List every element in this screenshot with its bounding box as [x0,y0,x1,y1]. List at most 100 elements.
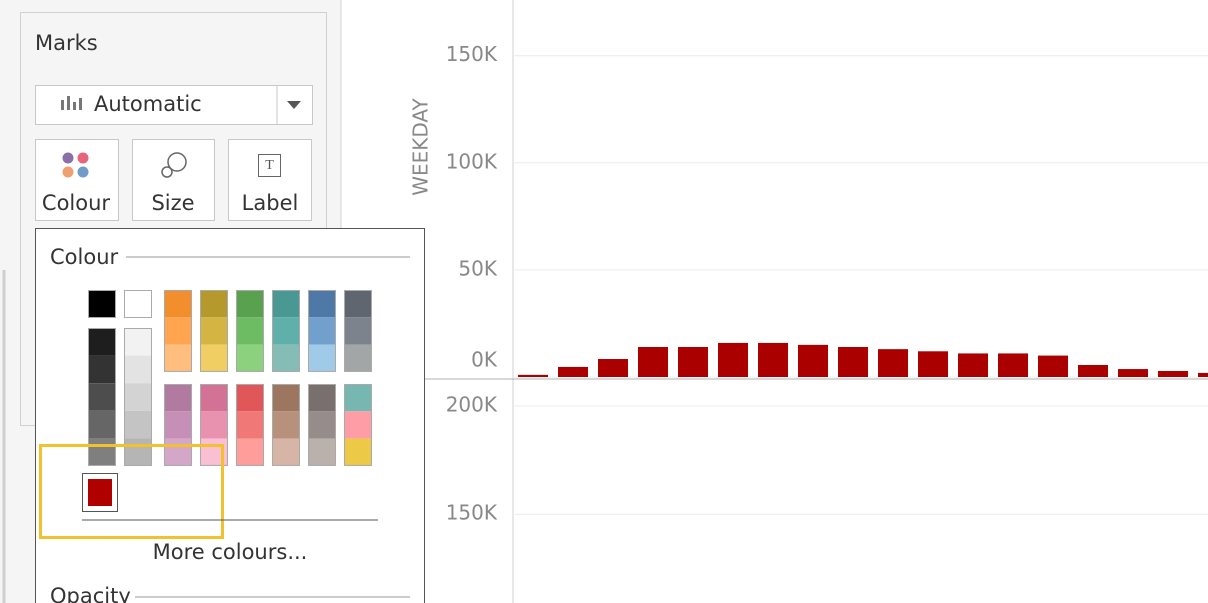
popup-title: Colour [50,245,119,269]
swatch [88,410,116,439]
size-icon [161,152,187,178]
colour-button[interactable] [35,139,119,221]
swatch [124,290,152,318]
marks-title: Marks [35,31,98,55]
swatch [124,383,152,411]
swatch [164,384,192,412]
swatch [344,384,372,412]
mark-type-label: Automatic [94,92,202,116]
y-tick-label: 100K [446,149,498,173]
colour-icon [77,152,89,164]
swatch-border [308,290,336,372]
swatch [236,344,264,372]
swatch [236,438,264,466]
colour-icon [62,152,74,164]
swatch [344,438,372,466]
bar [798,344,828,377]
bar [998,353,1028,377]
swatch [236,317,264,345]
opacity-title: Opacity [50,584,131,603]
swatch-border [200,384,228,466]
swatch-border [88,290,116,318]
swatch [164,438,192,466]
swatch [308,290,336,318]
swatch [308,411,336,439]
bar [1038,355,1068,377]
swatch [272,411,300,439]
colour-popup: Colour More colours... Opacity [35,228,425,603]
swatch [124,438,152,466]
y-tick-label: 150K [446,42,498,66]
swatch [164,317,192,345]
swatch [272,344,300,372]
swatch-border [344,384,372,466]
swatch-border [124,328,152,466]
swatch [236,290,264,318]
swatch [164,411,192,439]
swatch [88,290,116,318]
selected-swatch[interactable] [88,479,112,506]
swatch [272,317,300,345]
swatch [344,290,372,318]
label-button-label: Label [242,191,299,215]
dropdown-arrow [287,101,301,109]
size-button-label: Size [151,191,194,215]
bar [918,351,948,377]
bar [838,347,868,377]
swatch [200,290,228,318]
swatch [272,290,300,318]
swatch [200,384,228,412]
swatch [200,411,228,439]
swatch-border [272,290,300,372]
bar [878,349,908,377]
swatch-border [236,290,264,372]
colour-icon [77,166,89,178]
more-colours-link[interactable]: More colours... [153,540,308,564]
swatch [88,328,116,356]
label-button[interactable] [228,139,312,221]
bar [518,374,548,377]
swatch [200,317,228,345]
swatch [308,384,336,412]
swatch [200,344,228,372]
swatch [272,438,300,466]
swatch [272,384,300,412]
y-tick-label: 200K [446,392,498,416]
bar [558,366,588,377]
bar [678,347,708,377]
swatch [236,411,264,439]
mark-type-icon [61,96,82,110]
colour-icon [62,166,74,178]
y-axis-title: WEEKDAY [409,97,433,195]
swatch [124,328,152,356]
bar [1198,372,1208,377]
swatch-border [88,328,116,466]
y-tick-label: 150K [446,501,498,525]
swatch [308,344,336,372]
swatch [124,410,152,439]
swatch-border [344,290,372,372]
label-icon-t: T [265,158,274,173]
swatch [236,384,264,412]
swatch [308,438,336,466]
bar [1158,371,1188,377]
y-tick-label: 50K [458,256,497,280]
swatch [124,355,152,384]
swatch-border [200,290,228,372]
palette [88,290,372,466]
label-icon [258,154,281,177]
swatch [164,344,192,372]
bar [718,342,748,377]
bar [598,359,628,377]
swatch-border [124,290,152,318]
swatch [344,411,372,439]
bar [958,353,988,377]
swatch-border [308,384,336,466]
chart-area: WEEKDAY 0K 50K 100K 150K 150K 200K [409,0,1208,603]
bar [1118,369,1148,377]
swatch-border [164,290,192,372]
swatch [308,317,336,345]
swatch [88,355,116,384]
bar [638,347,668,377]
highlight-box [39,444,224,539]
